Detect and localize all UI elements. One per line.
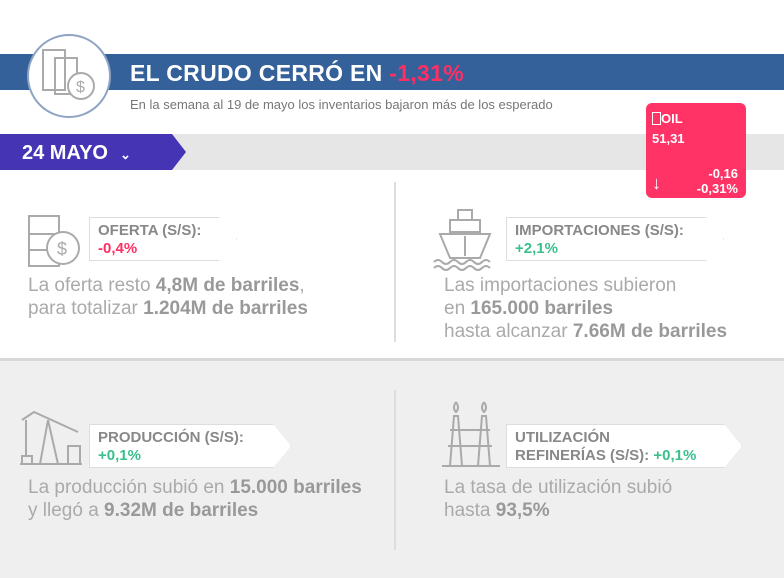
importaciones-badge: IMPORTACIONES (S/S): +2,1% [506, 217, 724, 261]
arrow-down-icon: ↓ [652, 173, 661, 193]
divider [394, 182, 396, 342]
oferta-text: La oferta resto 4,8M de barriles, para to… [28, 275, 308, 319]
utilizacion-text: La tasa de utilización subió hasta 93,5% [444, 477, 673, 521]
utilizacion-badge: UTILIZACIÓN REFINERÍAS (S/S): +0,1% [506, 424, 742, 468]
svg-text:$: $ [57, 239, 67, 259]
importaciones-text: Las importaciones subieron en 165.000 bar… [444, 275, 728, 342]
ticker-change: -0,16 [708, 166, 738, 181]
pumpjack-icon [20, 410, 82, 465]
ticker-price: 51,31 [652, 131, 685, 146]
oil-ticker[interactable]: OIL 51,31 -0,16 -0,31% ↓ [646, 103, 746, 198]
produccion-badge: PRODUCCIÓN (S/S): +0,1% [89, 424, 291, 468]
page-title: EL CRUDO CERRÓ EN -1,31% [130, 60, 464, 86]
barrel-icon [652, 112, 661, 125]
bottom-panel [0, 358, 784, 578]
oil-barrels-dollar-icon: $ [27, 34, 111, 118]
ticker-change-pct: -0,31% [696, 181, 738, 196]
divider [394, 390, 396, 550]
produccion-text: La producción subió en 15.000 barriles y … [28, 477, 362, 521]
svg-text:$: $ [76, 79, 85, 96]
oferta-badge: OFERTA (S/S): -0,4% [89, 217, 237, 261]
chevron-down-icon: ⌄ [119, 147, 131, 162]
ticker-name: OIL [661, 111, 683, 126]
ship-icon [433, 209, 492, 271]
subtitle: En la semana al 19 de mayo los inventari… [130, 97, 553, 112]
header-bar [0, 54, 784, 90]
date-selector[interactable]: 24 MAYO ⌄ [0, 134, 186, 170]
barrels-dollar-icon: $ [28, 215, 80, 267]
refinery-icon [442, 401, 500, 467]
